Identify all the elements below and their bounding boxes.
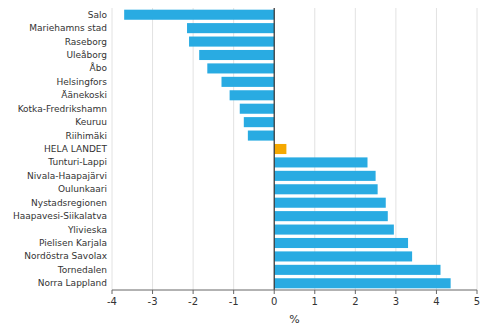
x-tick [477, 290, 478, 294]
bar [124, 10, 274, 20]
y-tick-label: Tornedalen [57, 265, 107, 275]
x-tick [193, 290, 194, 294]
grid-line [274, 8, 275, 290]
zero-line [274, 8, 275, 290]
y-tick-label: Norra Lappland [38, 278, 107, 288]
bar [274, 157, 367, 167]
x-tick [274, 290, 275, 294]
grid [112, 8, 477, 290]
bar [274, 225, 394, 235]
bar [222, 77, 275, 87]
x-tick-label: 1 [312, 296, 318, 307]
y-tick-label: Salo [88, 10, 108, 20]
y-axis: Salo Mariehamns stad Raseborg Uleåborg Åbo He… [13, 10, 108, 289]
bar [199, 50, 274, 60]
x-tick-label: -2 [188, 296, 198, 307]
x-tick [233, 290, 234, 294]
y-tick-label: Nivala-Haapajärvi [27, 171, 107, 181]
bar [207, 63, 274, 73]
y-tick-label: Mariehamns stad [29, 23, 107, 33]
bar [274, 198, 386, 208]
chart-svg: -4 -3 -2 -1 0 1 2 3 4 5% Salo Mariehamns stad Rasebo… [0, 0, 491, 328]
x-tick-label: 5 [474, 296, 480, 307]
x-tick [436, 290, 437, 294]
bar [240, 104, 274, 114]
grid-line [112, 8, 113, 290]
x-axis-line [112, 290, 477, 291]
bar [230, 90, 275, 100]
bar [244, 117, 274, 127]
x-tick-label: 0 [271, 296, 277, 307]
y-tick-label: Keuruu [75, 117, 107, 127]
x-tick-label: 4 [433, 296, 439, 307]
y-tick-label: Oulunkaari [58, 184, 107, 194]
y-tick-label: Nystadsregionen [31, 198, 107, 208]
x-tick [314, 290, 315, 294]
x-tick [112, 290, 113, 294]
grid-line [152, 8, 153, 290]
bar [274, 238, 408, 248]
bar [187, 23, 274, 33]
y-tick-label: Helsingfors [57, 77, 108, 87]
y-tick-label: Äänekoski [61, 90, 107, 100]
grid-line [193, 8, 194, 290]
x-tick-label: 2 [352, 296, 358, 307]
bar [274, 144, 286, 154]
bars [124, 10, 450, 289]
x-tick-label: -4 [107, 296, 117, 307]
grid-line [477, 8, 478, 290]
x-tick [152, 290, 153, 294]
chart-container: -4 -3 -2 -1 0 1 2 3 4 5% Salo Mariehamns stad Rasebo… [0, 0, 491, 328]
bar [189, 37, 274, 47]
bar [274, 171, 375, 181]
x-tick-label: -3 [148, 296, 158, 307]
y-tick-label: Ylivieska [67, 225, 107, 235]
y-tick-label: Haapavesi-Siikalatva [13, 211, 107, 221]
x-axis: -4 -3 -2 -1 0 1 2 3 4 5 [107, 290, 480, 307]
x-tick-label: 3 [393, 296, 399, 307]
y-tick-label: Åbo [90, 62, 108, 73]
y-tick-label: Pielisen Karjala [39, 238, 107, 248]
y-tick-label: Uleåborg [66, 50, 107, 60]
x-tick [395, 290, 396, 294]
x-tick-label: -1 [229, 296, 239, 307]
bar [274, 278, 450, 288]
y-tick-label: Riihimäki [66, 131, 107, 141]
bar [274, 211, 388, 221]
bar [274, 251, 412, 261]
x-axis-label: % [289, 313, 299, 326]
bar [248, 131, 274, 141]
y-tick-label: Tunturi-Lappi [47, 157, 107, 167]
y-tick-label: HELA LANDET [44, 144, 107, 154]
x-tick [355, 290, 356, 294]
grid-line [436, 8, 437, 290]
y-tick-label: Kotka-Fredrikshamn [18, 104, 107, 114]
y-tick-label: Nordöstra Savolax [24, 251, 107, 261]
bar [274, 265, 440, 275]
bar [274, 184, 377, 194]
y-tick-label: Raseborg [65, 37, 107, 47]
